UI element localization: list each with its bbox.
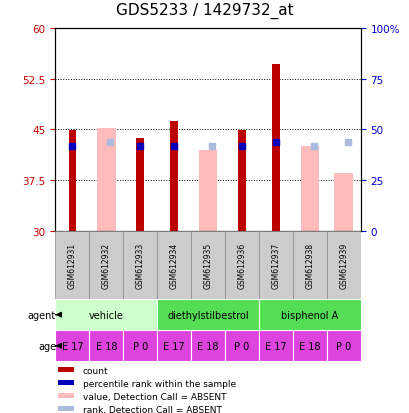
Bar xyxy=(334,174,352,231)
Text: GSM612937: GSM612937 xyxy=(271,242,280,288)
Text: agent: agent xyxy=(28,310,56,320)
Text: GSM612938: GSM612938 xyxy=(305,242,314,288)
Text: GSM612936: GSM612936 xyxy=(237,242,246,288)
Bar xyxy=(55,330,89,361)
Text: GSM612932: GSM612932 xyxy=(101,242,110,288)
Bar xyxy=(191,330,225,361)
Bar xyxy=(292,231,326,299)
Text: GSM612933: GSM612933 xyxy=(135,242,144,288)
Bar xyxy=(89,330,123,361)
Bar xyxy=(292,330,326,361)
Text: vehicle: vehicle xyxy=(89,310,124,320)
Bar xyxy=(55,231,89,299)
Bar xyxy=(326,330,360,361)
Bar xyxy=(191,231,225,299)
Text: rank, Detection Call = ABSENT: rank, Detection Call = ABSENT xyxy=(83,405,221,413)
Bar xyxy=(157,231,191,299)
Text: E 17: E 17 xyxy=(265,341,286,351)
Bar xyxy=(326,231,360,299)
Bar xyxy=(225,330,258,361)
Text: E 17: E 17 xyxy=(61,341,83,351)
Text: GSM612939: GSM612939 xyxy=(339,242,348,288)
Text: count: count xyxy=(83,366,108,375)
Bar xyxy=(157,299,258,330)
Bar xyxy=(58,380,74,385)
Text: GSM612934: GSM612934 xyxy=(169,242,178,288)
Bar xyxy=(58,393,74,398)
Bar xyxy=(272,65,279,231)
Bar xyxy=(157,330,191,361)
Bar xyxy=(238,131,245,231)
Bar xyxy=(198,150,217,231)
Bar xyxy=(123,231,157,299)
Text: P 0: P 0 xyxy=(132,341,148,351)
Bar xyxy=(89,231,123,299)
Bar xyxy=(225,231,258,299)
Bar xyxy=(58,406,74,411)
Text: diethylstilbestrol: diethylstilbestrol xyxy=(167,310,248,320)
Bar xyxy=(97,129,115,231)
Text: E 18: E 18 xyxy=(95,341,117,351)
Bar xyxy=(136,138,144,231)
Text: GDS5233 / 1429732_at: GDS5233 / 1429732_at xyxy=(116,2,293,19)
Text: bisphenol A: bisphenol A xyxy=(281,310,338,320)
Text: age: age xyxy=(38,341,56,351)
Text: E 18: E 18 xyxy=(197,341,218,351)
Bar xyxy=(123,330,157,361)
Bar xyxy=(68,131,76,231)
Bar xyxy=(258,231,292,299)
Text: GSM612931: GSM612931 xyxy=(67,242,76,288)
Text: P 0: P 0 xyxy=(234,341,249,351)
Text: percentile rank within the sample: percentile rank within the sample xyxy=(83,379,236,388)
Text: E 18: E 18 xyxy=(299,341,320,351)
Text: GSM612935: GSM612935 xyxy=(203,242,212,288)
Bar xyxy=(55,299,157,330)
Text: E 17: E 17 xyxy=(163,341,184,351)
Bar xyxy=(300,147,319,231)
Bar xyxy=(170,122,178,231)
Bar xyxy=(258,299,360,330)
Text: P 0: P 0 xyxy=(335,341,351,351)
Bar xyxy=(258,330,292,361)
Text: value, Detection Call = ABSENT: value, Detection Call = ABSENT xyxy=(83,392,226,401)
Bar xyxy=(58,367,74,373)
